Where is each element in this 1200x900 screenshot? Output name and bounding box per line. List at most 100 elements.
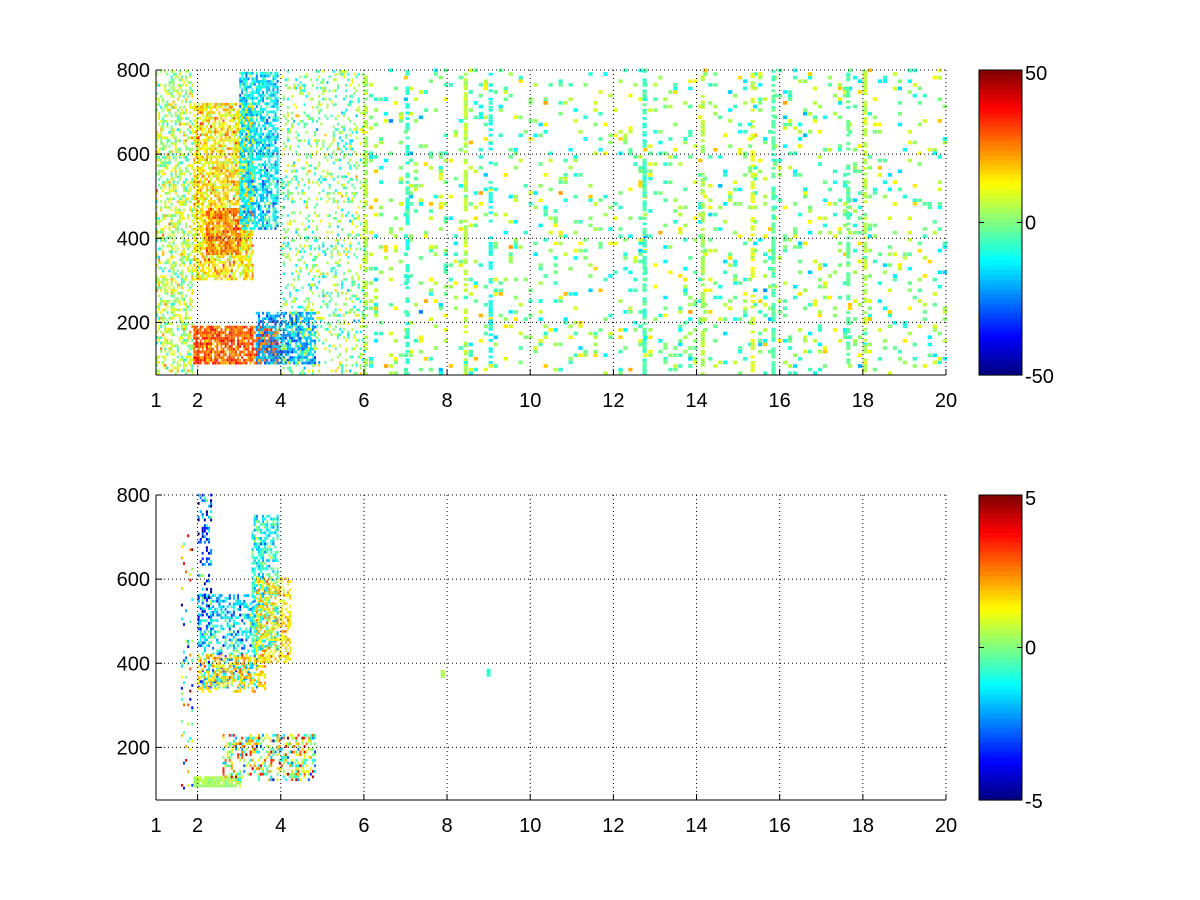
top-heatmap-cell — [180, 322, 183, 326]
top-heatmap-cell — [249, 277, 252, 281]
top-heatmap-cell — [314, 205, 316, 209]
top-heatmap-cell — [328, 97, 331, 101]
top-heatmap-cell — [205, 339, 208, 343]
top-heatmap-cell — [264, 124, 267, 128]
top-heatmap-cell — [210, 114, 213, 117]
top-heatmap-cell — [309, 144, 312, 148]
top-heatmap-cell — [259, 356, 262, 359]
top-heatmap-cell — [160, 316, 163, 320]
top-heatmap-cell — [187, 339, 190, 342]
top-heatmap-cell — [268, 132, 271, 136]
top-heatmap-cell — [158, 172, 161, 176]
top-heatmap-cell — [191, 233, 194, 237]
top-heatmap-cell — [180, 228, 183, 231]
top-heatmap-cell — [251, 157, 254, 161]
top-heatmap-cell — [278, 322, 281, 326]
top-heatmap-cell — [230, 177, 233, 181]
top-heatmap-cell — [193, 263, 196, 267]
top-heatmap-cell — [232, 155, 235, 159]
top-heatmap-cell — [280, 244, 283, 248]
top-heatmap-cell — [255, 105, 258, 108]
top-heatmap-cell — [247, 133, 250, 137]
top-heatmap-cell — [220, 150, 223, 153]
top-heatmap-cell — [251, 193, 254, 197]
top-heatmap-cell — [249, 204, 252, 208]
top-heatmap-cell — [203, 197, 206, 200]
top-heatmap-cell — [220, 342, 223, 346]
top-heatmap-cell — [180, 261, 183, 265]
top-heatmap-cell — [343, 128, 346, 131]
top-heatmap-cell — [245, 258, 248, 261]
top-heatmap-cell — [280, 327, 283, 331]
top-heatmap-cell — [305, 264, 308, 267]
top-heatmap-cell — [241, 230, 244, 234]
top-heatmap-cell — [210, 342, 213, 346]
top-heatmap-cell — [299, 316, 302, 320]
top-heatmap-cell — [243, 119, 246, 123]
top-heatmap-cell — [180, 108, 183, 112]
top-heatmap-cell — [276, 358, 279, 362]
top-heatmap-cell — [183, 133, 185, 137]
top-heatmap-cell — [164, 147, 167, 151]
top-heatmap-cell — [264, 102, 267, 106]
top-heatmap-cell — [170, 255, 173, 259]
top-heatmap-cell — [259, 113, 262, 117]
top-heatmap-cell — [218, 272, 221, 275]
top-heatmap-cell — [205, 161, 208, 164]
top-heatmap-cell — [280, 178, 283, 181]
top-heatmap-cell — [314, 344, 316, 348]
top-heatmap-cell — [338, 158, 341, 162]
top-heatmap-cell — [232, 241, 235, 244]
top-heatmap-cell — [293, 339, 296, 343]
top-heatmap-cell — [268, 334, 271, 337]
top-heatmap-cell — [239, 361, 242, 365]
top-heatmap-cell — [193, 361, 196, 365]
top-heatmap-cell — [266, 88, 269, 92]
top-heatmap-cell — [185, 78, 188, 82]
top-heatmap-cell — [309, 244, 312, 248]
top-heatmap-cell — [307, 214, 310, 217]
top-heatmap-cell — [297, 153, 300, 156]
top-heatmap-cell — [185, 305, 188, 309]
top-heatmap-cell — [160, 266, 163, 270]
top-heatmap-cell — [241, 146, 244, 150]
top-heatmap-cell — [224, 334, 227, 337]
top-heatmap-cell — [245, 277, 248, 281]
top-heatmap-cell — [185, 83, 188, 87]
top-heatmap-cell — [243, 194, 246, 198]
top-heatmap-cell — [347, 211, 350, 215]
top-heatmap-cell — [216, 247, 219, 250]
top-heatmap-cell — [351, 81, 354, 84]
top-heatmap-cell — [289, 336, 292, 340]
top-heatmap-cell — [255, 199, 258, 203]
top-heatmap-cell — [218, 133, 221, 137]
top-heatmap-cell — [305, 205, 308, 209]
top-heatmap-cell — [276, 138, 279, 142]
top-heatmap-cell — [210, 235, 213, 239]
top-heatmap-cell — [303, 83, 306, 87]
top-heatmap-cell — [311, 291, 314, 295]
top-heatmap-cell — [257, 314, 260, 318]
top-heatmap-cell — [262, 227, 264, 230]
top-heatmap-cell — [247, 127, 250, 131]
top-heatmap-cell — [262, 163, 264, 167]
top-heatmap-cell — [251, 180, 254, 183]
top-heatmap-cell — [205, 133, 208, 137]
top-heatmap-cell — [158, 278, 161, 281]
top-heatmap-cell — [197, 144, 200, 148]
top-heatmap-cell — [343, 314, 346, 317]
top-heatmap-cell — [336, 314, 339, 317]
top-heatmap-cell — [245, 136, 248, 139]
top-heatmap-cell — [293, 278, 296, 281]
top-heatmap-cell — [166, 180, 169, 184]
top-heatmap-cell — [272, 207, 275, 211]
top-heatmap-cell — [183, 261, 185, 265]
top-heatmap-cell — [172, 300, 175, 303]
top-heatmap-cell — [289, 356, 292, 359]
top-heatmap-cell — [253, 207, 256, 211]
top-heatmap-cell — [257, 358, 260, 362]
top-heatmap-cell — [235, 183, 237, 187]
top-heatmap-cell — [232, 334, 235, 337]
top-heatmap-cell — [193, 202, 196, 206]
top-heatmap-cell — [239, 149, 242, 153]
